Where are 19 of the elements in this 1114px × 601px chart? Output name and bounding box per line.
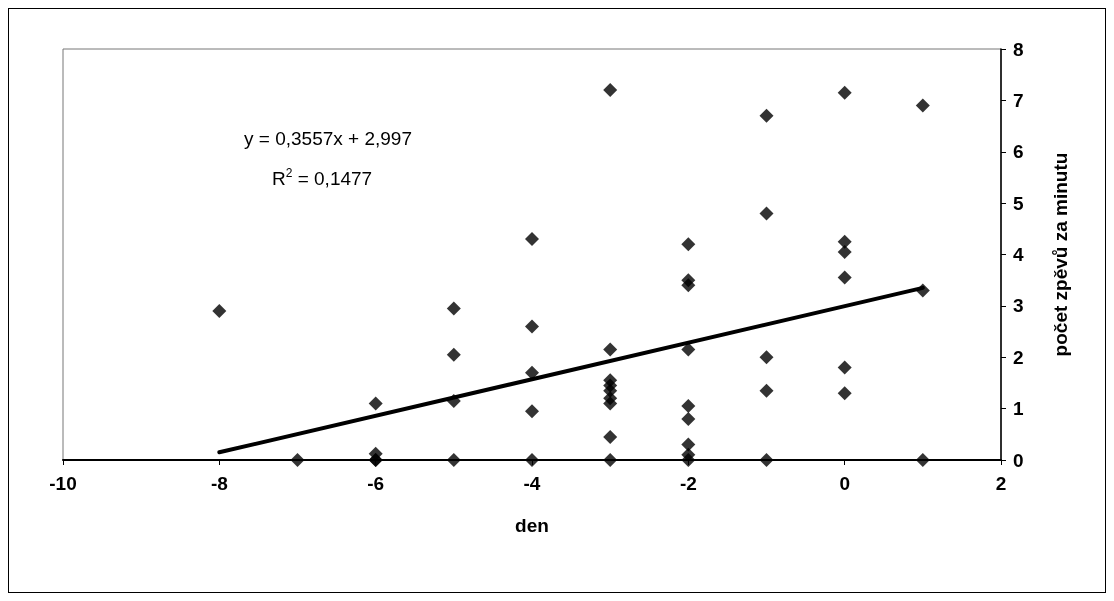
x-tick-label: -4: [523, 473, 541, 494]
y-tick-label: 4: [1013, 244, 1024, 265]
y-tick-label: 0: [1013, 449, 1024, 471]
annotation: y = 0,3557x + 2,997: [244, 128, 412, 149]
x-tick-label: 0: [839, 473, 850, 494]
y-tick-label: 7: [1013, 89, 1024, 111]
x-tick-label: -2: [679, 473, 697, 494]
y-tick-label: 1: [1013, 398, 1024, 420]
x-tick-label: -6: [367, 473, 385, 494]
y-tick-label: 3: [1013, 295, 1024, 317]
y-tick-label: 5: [1013, 192, 1024, 214]
x-tick-label: -10: [49, 473, 77, 494]
x-tick-label: -8: [210, 473, 228, 494]
y-tick-label: 8: [1013, 38, 1024, 60]
x-axis-title: den: [515, 515, 549, 536]
x-tick-label: 2: [995, 473, 1007, 494]
y-axis-title: počet zpěvů za minutu: [1050, 152, 1071, 357]
y-tick-label: 2: [1013, 346, 1024, 368]
y-tick-label: 6: [1013, 141, 1024, 163]
